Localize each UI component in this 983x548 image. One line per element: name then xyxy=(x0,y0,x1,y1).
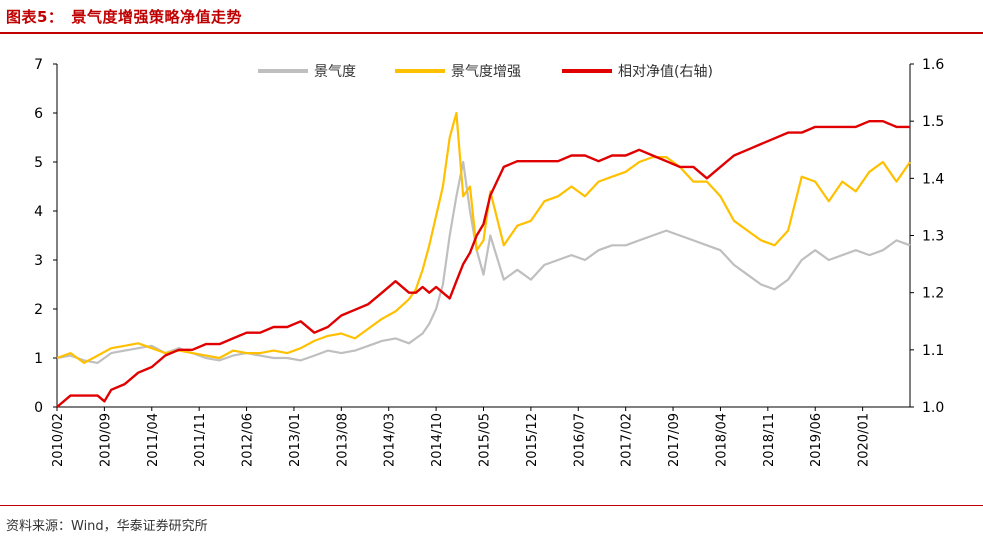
x-tick-label: 2017/02 xyxy=(620,413,635,467)
x-tick-label: 2013/08 xyxy=(335,413,350,467)
y-right-tick-label: 1.4 xyxy=(922,171,944,187)
x-tick-label: 2014/10 xyxy=(430,413,445,467)
x-tick-label: 2011/04 xyxy=(146,413,161,467)
x-tick-label: 2015/12 xyxy=(525,413,540,467)
y-left-tick-label: 3 xyxy=(34,253,43,269)
x-tick-label: 2010/09 xyxy=(98,413,113,467)
y-left-tick-label: 5 xyxy=(34,155,43,171)
x-tick-label: 2020/01 xyxy=(857,413,872,467)
y-left-tick-label: 7 xyxy=(34,57,43,73)
series-line-jingqidu-zengqiang xyxy=(56,111,911,364)
y-left-tick-label: 0 xyxy=(34,400,43,416)
series-line-xiangdui-jingzhi xyxy=(56,120,910,408)
title-divider xyxy=(0,32,983,34)
chart-title: 图表5： 景气度增强策略净值走势 xyxy=(6,8,242,26)
legend-jingqidu-label: 景气度 xyxy=(314,64,356,80)
x-tick-label: 2010/02 xyxy=(51,413,66,467)
y-right-tick-label: 1.2 xyxy=(922,286,944,302)
y-right-tick-label: 1.6 xyxy=(922,57,944,73)
footer-divider xyxy=(0,505,983,506)
x-tick-label: 2016/07 xyxy=(572,413,587,467)
x-tick-label: 2014/03 xyxy=(383,413,398,467)
y-right-tick-label: 1.1 xyxy=(922,343,944,359)
y-left-tick-label: 6 xyxy=(34,106,43,122)
x-tick-label: 2011/11 xyxy=(193,413,208,467)
series-line-jingqidu xyxy=(56,160,911,364)
y-right-tick-label: 1.3 xyxy=(922,229,944,245)
x-tick-label: 2012/06 xyxy=(241,413,256,467)
x-tick-label: 2018/04 xyxy=(714,413,729,467)
x-tick-label: 2015/05 xyxy=(478,413,493,467)
line-chart: 0 1 2 3 4 5 6 7 1.0 1.1 1.2 1.3 1.4 1.5 1.6 2010/02 2010… xyxy=(34,57,944,467)
y-left-tick-label: 1 xyxy=(34,351,43,367)
y-right-tick-label: 1.5 xyxy=(922,114,944,130)
legend-xiangdui-jingzhi-label: 相对净值(右轴) xyxy=(618,64,713,80)
y-left-tick-label: 4 xyxy=(34,204,43,220)
legend-jingqidu-zengqiang-label: 景气度增强 xyxy=(451,64,521,80)
source-note: 资料来源：Wind，华泰证券研究所 xyxy=(6,519,208,534)
x-tick-label: 2019/06 xyxy=(809,413,824,467)
y-left-tick-label: 2 xyxy=(34,302,43,318)
x-tick-label: 2017/09 xyxy=(667,413,682,467)
x-tick-label: 2018/11 xyxy=(762,413,777,467)
x-tick-label: 2013/01 xyxy=(288,413,303,467)
y-right-tick-label: 1.0 xyxy=(922,400,944,416)
